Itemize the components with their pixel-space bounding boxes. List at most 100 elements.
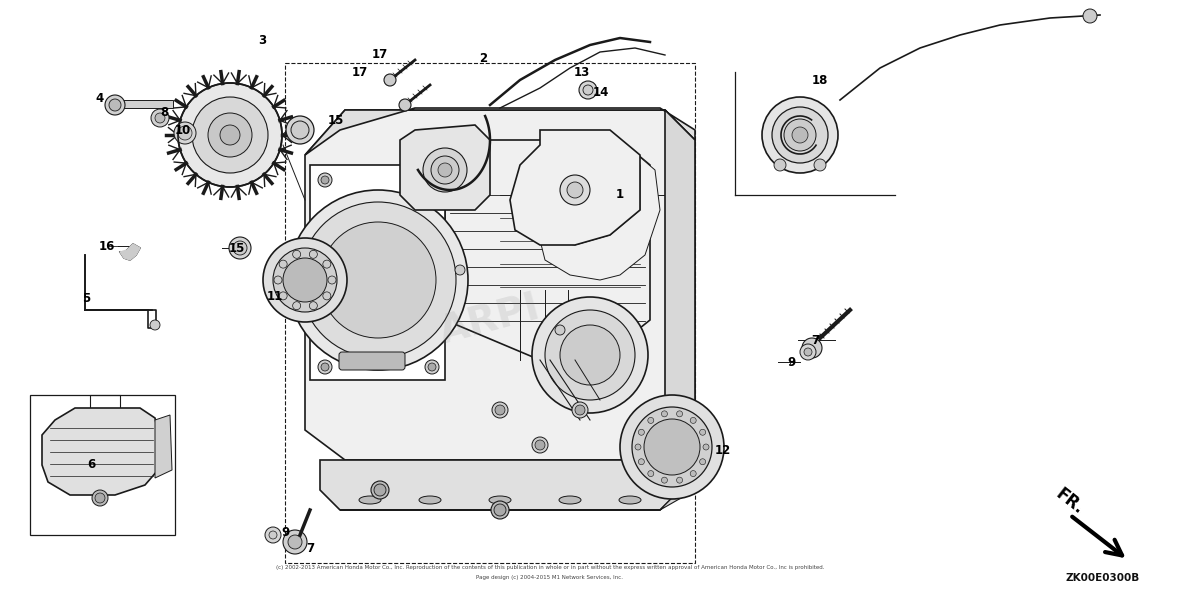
Circle shape [638, 429, 644, 435]
Circle shape [491, 501, 509, 519]
Circle shape [638, 459, 644, 465]
Circle shape [374, 484, 386, 496]
Text: 7: 7 [306, 541, 314, 554]
Circle shape [280, 292, 287, 300]
Circle shape [583, 85, 594, 95]
Polygon shape [400, 125, 490, 210]
Polygon shape [510, 130, 640, 245]
Ellipse shape [419, 496, 441, 504]
Text: 7: 7 [811, 333, 819, 346]
Text: 17: 17 [372, 48, 388, 61]
Circle shape [555, 325, 565, 335]
Circle shape [620, 395, 725, 499]
Circle shape [800, 344, 817, 360]
Circle shape [425, 173, 439, 187]
Text: 4: 4 [96, 91, 104, 104]
Text: 11: 11 [267, 290, 283, 303]
Circle shape [774, 159, 786, 171]
Circle shape [328, 276, 336, 284]
Circle shape [690, 418, 696, 423]
Text: Page design (c) 2004-2015 M1 Network Services, Inc.: Page design (c) 2004-2015 M1 Network Ser… [477, 575, 623, 581]
Circle shape [219, 125, 240, 145]
Circle shape [293, 250, 301, 259]
Circle shape [192, 97, 268, 173]
Text: 5: 5 [81, 292, 90, 305]
Circle shape [371, 481, 389, 499]
Polygon shape [310, 165, 445, 380]
Text: 12: 12 [715, 445, 732, 458]
Circle shape [532, 297, 648, 413]
Circle shape [425, 360, 439, 374]
Circle shape [532, 437, 548, 453]
Ellipse shape [559, 496, 581, 504]
Circle shape [293, 302, 301, 310]
Circle shape [323, 292, 330, 300]
Circle shape [321, 176, 329, 184]
Circle shape [286, 116, 314, 144]
Circle shape [700, 429, 706, 435]
Text: 2: 2 [479, 51, 487, 65]
Circle shape [422, 148, 467, 192]
Circle shape [280, 260, 287, 268]
Polygon shape [340, 480, 695, 510]
Circle shape [283, 530, 307, 554]
Circle shape [676, 477, 682, 483]
Circle shape [323, 260, 330, 268]
Polygon shape [304, 108, 695, 155]
Ellipse shape [489, 496, 511, 504]
Text: 13: 13 [573, 67, 590, 80]
Text: FR.: FR. [1053, 485, 1088, 518]
Text: 15: 15 [328, 114, 345, 127]
Polygon shape [304, 110, 695, 460]
Text: ZK00E0300B: ZK00E0300B [1066, 573, 1140, 583]
Circle shape [173, 122, 196, 144]
Text: (c) 2002-2013 American Honda Motor Co., Inc. Reproduction of the contents of thi: (c) 2002-2013 American Honda Motor Co., … [276, 564, 825, 570]
Circle shape [288, 190, 468, 370]
Polygon shape [155, 415, 172, 478]
Circle shape [579, 81, 597, 99]
Circle shape [266, 527, 281, 543]
Bar [30, 395, 175, 535]
Circle shape [648, 418, 654, 423]
Circle shape [151, 109, 169, 127]
Text: 14: 14 [592, 85, 609, 98]
Ellipse shape [620, 496, 641, 504]
Circle shape [178, 83, 282, 187]
Text: 17: 17 [352, 67, 368, 80]
Circle shape [109, 99, 122, 111]
Circle shape [568, 182, 583, 198]
Circle shape [814, 159, 826, 171]
Circle shape [92, 490, 109, 506]
Circle shape [632, 407, 712, 487]
Bar [286, 63, 695, 563]
Text: 1: 1 [616, 188, 624, 201]
Text: 8: 8 [159, 107, 168, 120]
Polygon shape [445, 140, 650, 360]
Circle shape [560, 175, 590, 205]
Circle shape [494, 504, 506, 516]
Circle shape [155, 113, 165, 123]
Circle shape [300, 202, 455, 358]
Circle shape [455, 170, 465, 180]
Circle shape [399, 99, 411, 111]
Circle shape [263, 238, 347, 322]
Circle shape [438, 163, 452, 177]
Circle shape [792, 127, 808, 143]
Circle shape [274, 276, 282, 284]
Circle shape [535, 440, 545, 450]
Circle shape [309, 250, 317, 259]
Circle shape [428, 176, 435, 184]
Circle shape [635, 444, 641, 450]
Circle shape [545, 310, 635, 400]
Ellipse shape [359, 496, 381, 504]
Circle shape [283, 258, 327, 302]
Circle shape [494, 405, 505, 415]
Circle shape [431, 156, 459, 184]
Circle shape [317, 173, 332, 187]
Circle shape [309, 302, 317, 310]
Circle shape [575, 405, 585, 415]
Circle shape [317, 360, 332, 374]
Circle shape [772, 107, 828, 163]
Circle shape [662, 411, 668, 417]
Circle shape [320, 222, 435, 338]
